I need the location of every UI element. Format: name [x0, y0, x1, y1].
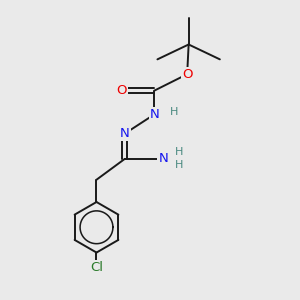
Text: O: O	[116, 84, 127, 97]
Text: H: H	[169, 107, 178, 117]
Text: N: N	[158, 152, 168, 165]
Text: H: H	[175, 160, 184, 170]
Text: O: O	[182, 68, 192, 81]
Text: N: N	[150, 108, 159, 121]
Text: H: H	[175, 147, 184, 158]
Text: Cl: Cl	[90, 261, 103, 274]
Text: N: N	[120, 127, 130, 140]
